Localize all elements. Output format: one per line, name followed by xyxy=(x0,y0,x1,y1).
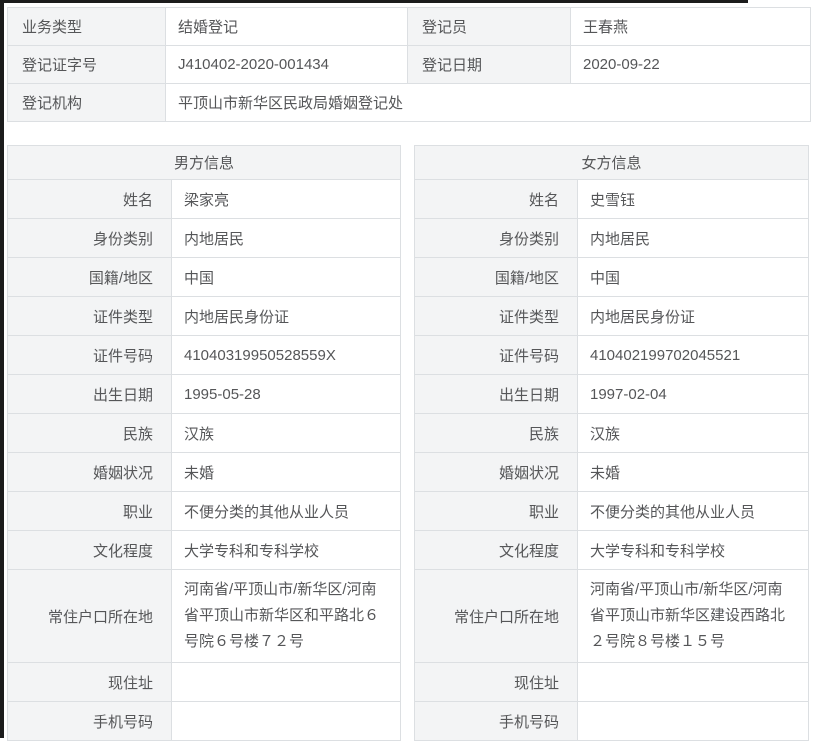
scan-edge-left xyxy=(0,0,4,738)
field-value xyxy=(578,702,809,741)
field-value: 史雪钰 xyxy=(578,180,809,219)
field-label: 证件号码 xyxy=(415,336,578,375)
field-label: 常住户口所在地 xyxy=(8,570,172,663)
field-label: 手机号码 xyxy=(8,702,172,741)
field-value: 不便分类的其他从业人员 xyxy=(172,492,401,531)
field-label: 民族 xyxy=(8,414,172,453)
field-value: 中国 xyxy=(172,258,401,297)
scan-edge-top xyxy=(0,0,748,3)
field-value: 未婚 xyxy=(172,453,401,492)
table-title: 女方信息 xyxy=(415,146,809,180)
field-label: 常住户口所在地 xyxy=(415,570,578,663)
field-value: 41040319950528559X xyxy=(172,336,401,375)
field-label: 职业 xyxy=(8,492,172,531)
field-value: 内地居民身份证 xyxy=(172,297,401,336)
field-label: 证件类型 xyxy=(415,297,578,336)
field-value: 河南省/平顶山市/新华区/河南省平顶山市新华区建设西路北２号院８号楼１５号 xyxy=(578,570,809,663)
field-value: 平顶山市新华区民政局婚姻登记处 xyxy=(166,84,811,122)
field-value: J410402-2020-001434 xyxy=(166,46,408,84)
field-label: 登记机构 xyxy=(8,84,166,122)
field-value xyxy=(172,702,401,741)
field-value: 1997-02-04 xyxy=(578,375,809,414)
field-label: 文化程度 xyxy=(415,531,578,570)
field-label: 国籍/地区 xyxy=(415,258,578,297)
field-value: 大学专科和专科学校 xyxy=(578,531,809,570)
field-label: 登记员 xyxy=(408,8,571,46)
field-value xyxy=(172,663,401,702)
field-value: 河南省/平顶山市/新华区/河南省平顶山市新华区和平路北６号院６号楼７２号 xyxy=(172,570,401,663)
field-label: 业务类型 xyxy=(8,8,166,46)
field-label: 国籍/地区 xyxy=(8,258,172,297)
field-value: 结婚登记 xyxy=(166,8,408,46)
field-label: 证件类型 xyxy=(8,297,172,336)
field-value: 1995-05-28 xyxy=(172,375,401,414)
field-value: 内地居民 xyxy=(172,219,401,258)
male-info-table: 男方信息 姓名 梁家亮 身份类别 内地居民 国籍/地区 中国 证件类型 内地居民… xyxy=(7,145,401,741)
field-label: 职业 xyxy=(415,492,578,531)
field-label: 身份类别 xyxy=(8,219,172,258)
field-label: 民族 xyxy=(415,414,578,453)
field-value: 梁家亮 xyxy=(172,180,401,219)
table-title: 男方信息 xyxy=(8,146,401,180)
address-text: 河南省/平顶山市/新华区/河南省平顶山市新华区建设西路北２号院８号楼１５号 xyxy=(590,581,786,650)
field-value: 不便分类的其他从业人员 xyxy=(578,492,809,531)
field-label: 现住址 xyxy=(8,663,172,702)
field-value: 内地居民身份证 xyxy=(578,297,809,336)
field-value xyxy=(578,663,809,702)
address-text: 河南省/平顶山市/新华区/河南省平顶山市新华区和平路北６号院６号楼７２号 xyxy=(184,581,380,650)
field-value: 王春燕 xyxy=(571,8,811,46)
field-value: 2020-09-22 xyxy=(571,46,811,84)
field-label: 姓名 xyxy=(415,180,578,219)
field-label: 文化程度 xyxy=(8,531,172,570)
field-value: 汉族 xyxy=(578,414,809,453)
field-label: 出生日期 xyxy=(415,375,578,414)
field-value: 未婚 xyxy=(578,453,809,492)
field-value: 中国 xyxy=(578,258,809,297)
field-label: 登记日期 xyxy=(408,46,571,84)
field-label: 姓名 xyxy=(8,180,172,219)
field-label: 婚姻状况 xyxy=(415,453,578,492)
female-info-table: 女方信息 姓名 史雪钰 身份类别 内地居民 国籍/地区 中国 证件类型 内地居民… xyxy=(414,145,809,741)
field-label: 证件号码 xyxy=(8,336,172,375)
field-value: 汉族 xyxy=(172,414,401,453)
field-label: 现住址 xyxy=(415,663,578,702)
registration-summary-table: 业务类型 结婚登记 登记员 王春燕 登记证字号 J410402-2020-001… xyxy=(7,7,811,122)
field-value: 410402199702045521 xyxy=(578,336,809,375)
field-value: 内地居民 xyxy=(578,219,809,258)
field-label: 登记证字号 xyxy=(8,46,166,84)
field-value: 大学专科和专科学校 xyxy=(172,531,401,570)
field-label: 婚姻状况 xyxy=(8,453,172,492)
field-label: 身份类别 xyxy=(415,219,578,258)
field-label: 手机号码 xyxy=(415,702,578,741)
field-label: 出生日期 xyxy=(8,375,172,414)
